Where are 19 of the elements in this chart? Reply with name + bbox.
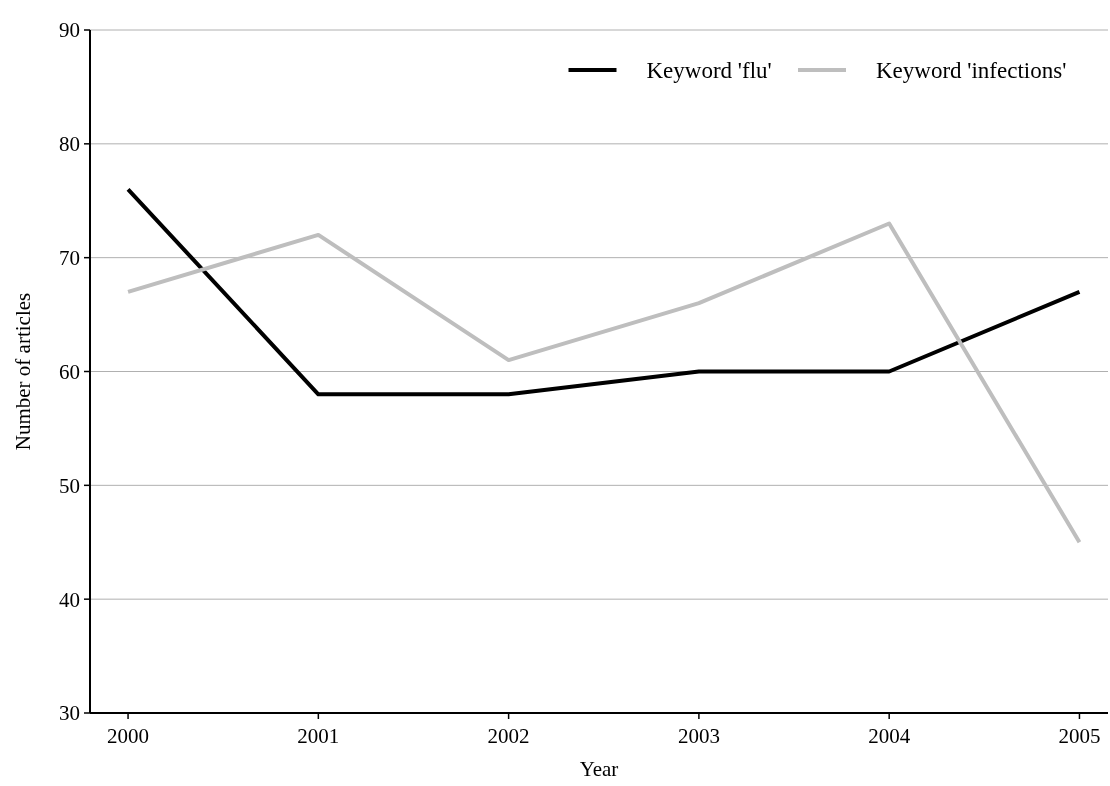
line-series bbox=[126, 187, 1082, 397]
x-tick-label: 2003 bbox=[677, 724, 720, 748]
x-tick-label: 2000 bbox=[107, 724, 150, 748]
y-tick-label: 90 bbox=[59, 18, 80, 43]
legend-label: Keyword 'infections' bbox=[876, 58, 1067, 84]
legend-label: Keyword 'flu' bbox=[646, 58, 772, 84]
x-tick-label: 2005 bbox=[1058, 724, 1101, 748]
y-tick-label: 70 bbox=[59, 246, 80, 271]
x-tick-label: 2001 bbox=[297, 724, 340, 748]
line-series bbox=[126, 221, 1082, 545]
y-tick-label: 60 bbox=[59, 359, 80, 384]
x-tick-label: 2002 bbox=[487, 724, 530, 748]
y-tick-label: 30 bbox=[59, 701, 80, 726]
y-axis-title: Number of articles bbox=[11, 292, 35, 451]
x-axis-title: Year bbox=[579, 757, 619, 781]
x-tick-label: 2004 bbox=[868, 724, 911, 748]
y-tick-label: 50 bbox=[59, 473, 80, 498]
y-tick-label: 40 bbox=[59, 587, 80, 612]
y-tick-label: 80 bbox=[59, 132, 80, 157]
